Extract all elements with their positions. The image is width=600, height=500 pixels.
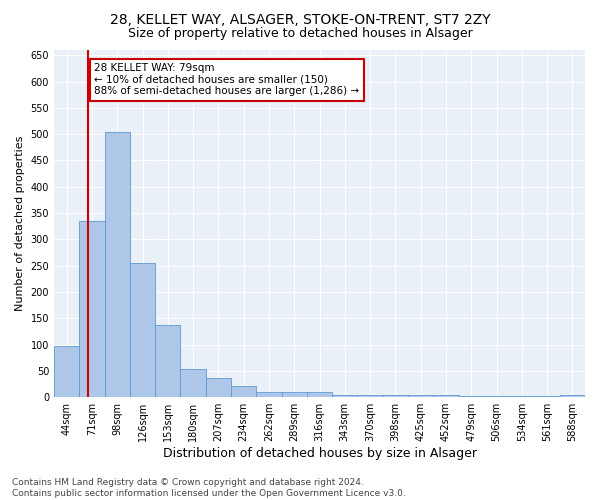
- Bar: [155, 324, 181, 397]
- Text: Size of property relative to detached houses in Alsager: Size of property relative to detached ho…: [128, 28, 472, 40]
- Text: 28 KELLET WAY: 79sqm
← 10% of detached houses are smaller (150)
88% of semi-deta: 28 KELLET WAY: 79sqm ← 10% of detached h…: [94, 63, 359, 96]
- Bar: [484, 396, 509, 397]
- Bar: [509, 396, 535, 397]
- Bar: [79, 221, 104, 397]
- Bar: [560, 394, 585, 397]
- X-axis label: Distribution of detached houses by size in Alsager: Distribution of detached houses by size …: [163, 447, 476, 460]
- Bar: [256, 392, 281, 397]
- Bar: [332, 394, 358, 397]
- Bar: [104, 132, 130, 397]
- Bar: [408, 394, 433, 397]
- Bar: [358, 394, 383, 397]
- Text: 28, KELLET WAY, ALSAGER, STOKE-ON-TRENT, ST7 2ZY: 28, KELLET WAY, ALSAGER, STOKE-ON-TRENT,…: [110, 12, 490, 26]
- Bar: [535, 396, 560, 397]
- Bar: [181, 370, 206, 397]
- Bar: [130, 263, 155, 397]
- Bar: [307, 392, 332, 397]
- Bar: [231, 386, 256, 397]
- Bar: [433, 394, 458, 397]
- Bar: [281, 392, 307, 397]
- Y-axis label: Number of detached properties: Number of detached properties: [15, 136, 25, 312]
- Text: Contains HM Land Registry data © Crown copyright and database right 2024.
Contai: Contains HM Land Registry data © Crown c…: [12, 478, 406, 498]
- Bar: [458, 396, 484, 397]
- Bar: [383, 394, 408, 397]
- Bar: [206, 378, 231, 397]
- Bar: [54, 346, 79, 397]
